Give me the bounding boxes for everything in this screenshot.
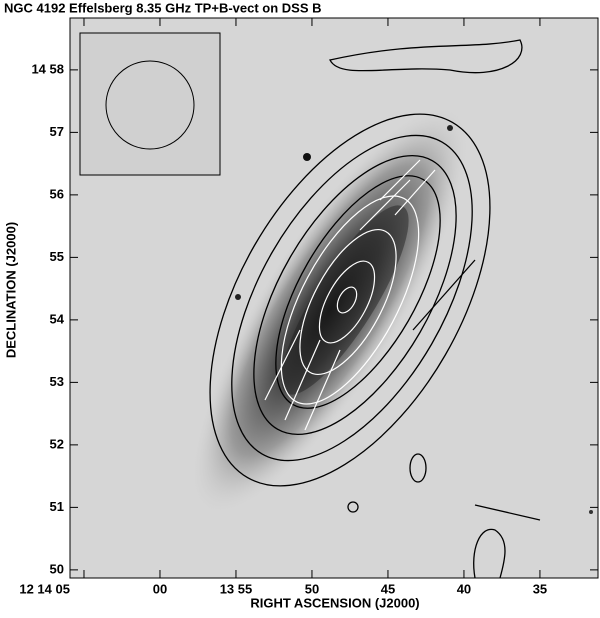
x-tick-label: 13 55	[220, 581, 253, 596]
chart-title: NGC 4192 Effelsberg 8.35 GHz TP+B-vect o…	[4, 0, 322, 15]
x-tick-label: 50	[305, 581, 319, 596]
y-tick-label: 14 58	[31, 61, 64, 76]
x-axis-label: RIGHT ASCENSION (J2000)	[250, 595, 419, 610]
y-tick-label: 50	[50, 561, 64, 576]
y-tick-label: 53	[50, 374, 64, 389]
image	[69, 17, 599, 579]
contours-white	[264, 159, 436, 431]
y-tick-label: 52	[50, 436, 64, 451]
x-tick-label: 00	[153, 581, 167, 596]
y-tick-label: 55	[50, 249, 64, 264]
y-tick-label: 54	[50, 311, 65, 326]
beam-box	[79, 32, 221, 176]
x-tick-label: 45	[381, 581, 395, 596]
y-tick-label: 57	[50, 124, 64, 139]
contours	[209, 39, 541, 579]
x-tick-label: 12 14 05	[19, 581, 70, 596]
y-tick-label: 56	[50, 186, 64, 201]
x-tick-label: 40	[457, 581, 471, 596]
y-tick-label: 51	[50, 499, 64, 514]
y-axis-label: DECLINATION (J2000)	[3, 222, 18, 358]
x-tick-label: 35	[533, 581, 547, 596]
